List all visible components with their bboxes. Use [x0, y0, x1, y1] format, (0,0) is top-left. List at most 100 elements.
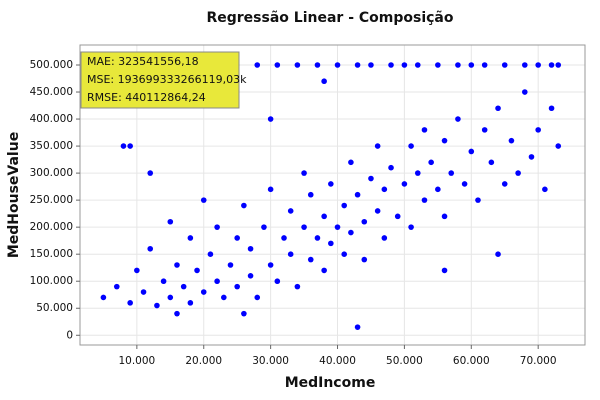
chart-title: Regressão Linear - Composição [206, 10, 453, 26]
point [247, 245, 254, 252]
x-tick-label: 50.000 [386, 355, 423, 367]
point [241, 202, 247, 209]
point [535, 127, 541, 133]
point [435, 186, 441, 193]
y-tick-label: 300.000 [30, 167, 73, 179]
point [127, 300, 133, 306]
y-tick-label: 250.000 [30, 194, 73, 206]
point [301, 170, 307, 176]
point [455, 116, 461, 122]
point [174, 310, 180, 317]
y-tick-label: 350.000 [30, 140, 73, 152]
point [548, 105, 555, 112]
point [341, 202, 348, 209]
point [254, 62, 261, 68]
point [468, 62, 475, 68]
point [361, 218, 368, 225]
point [227, 262, 234, 268]
point [441, 137, 448, 144]
y-tick-label: 500.000 [30, 59, 73, 71]
point [167, 218, 174, 225]
x-tick-label: 60.000 [453, 355, 490, 367]
point [174, 262, 180, 268]
y-tick-label: 200.000 [30, 221, 73, 233]
point [361, 256, 368, 263]
point [348, 229, 354, 236]
points [100, 62, 562, 330]
point [214, 278, 220, 285]
x-tick-label: 10.000 [118, 355, 155, 367]
point [261, 224, 267, 230]
point [468, 148, 475, 155]
point [187, 300, 194, 306]
point [267, 116, 274, 122]
point [127, 143, 133, 149]
point [154, 302, 160, 309]
point [314, 235, 321, 241]
point [241, 310, 247, 317]
point [147, 245, 154, 252]
point [374, 208, 381, 214]
point [200, 197, 207, 203]
point [321, 78, 327, 85]
point [368, 175, 374, 182]
point [134, 267, 140, 274]
point [414, 62, 421, 68]
point [481, 62, 488, 68]
point [267, 186, 274, 193]
axes: 0 50.000 100.000 150.000 200.000 250.000 300.0… [30, 59, 557, 367]
point [354, 191, 361, 198]
point [542, 186, 548, 193]
point [274, 62, 281, 68]
point [388, 62, 394, 68]
point [401, 181, 408, 187]
point [555, 62, 562, 68]
x-axis-title: MedIncome [285, 375, 376, 391]
point [354, 62, 361, 68]
point [421, 197, 428, 203]
point [207, 251, 214, 257]
y-tick-label: 100.000 [30, 275, 73, 287]
point [314, 62, 321, 68]
point [294, 62, 301, 68]
point [374, 143, 381, 149]
point [147, 170, 154, 176]
point [381, 186, 388, 193]
y-tick-label: 50.000 [36, 302, 73, 314]
point [307, 256, 314, 263]
point [414, 170, 421, 176]
point [321, 267, 327, 274]
y-tick-label: 450.000 [30, 86, 73, 98]
point [508, 137, 515, 144]
point [388, 164, 394, 171]
point [441, 213, 448, 220]
point [328, 240, 334, 247]
point [421, 127, 428, 133]
point [100, 294, 107, 301]
x-tick-label: 70.000 [520, 355, 557, 367]
y-tick-label: 0 [66, 329, 73, 341]
point [441, 267, 448, 274]
point [321, 213, 327, 220]
point [341, 251, 348, 257]
point [522, 89, 528, 95]
point [368, 62, 374, 68]
point [254, 294, 261, 301]
point [428, 159, 434, 166]
point [555, 143, 562, 149]
point [461, 181, 468, 187]
plot-frame [79, 44, 586, 346]
x-tick-label: 20.000 [185, 355, 222, 367]
point [187, 235, 194, 241]
point [522, 62, 528, 68]
point [200, 289, 207, 295]
point [475, 197, 481, 203]
metric-rmse: RMSE: 440112864,24 [87, 91, 206, 104]
point [481, 127, 488, 133]
point [267, 262, 274, 268]
point [334, 62, 341, 68]
y-tick-label: 400.000 [30, 113, 73, 125]
point [435, 62, 441, 68]
point [448, 170, 455, 176]
point [348, 159, 354, 166]
